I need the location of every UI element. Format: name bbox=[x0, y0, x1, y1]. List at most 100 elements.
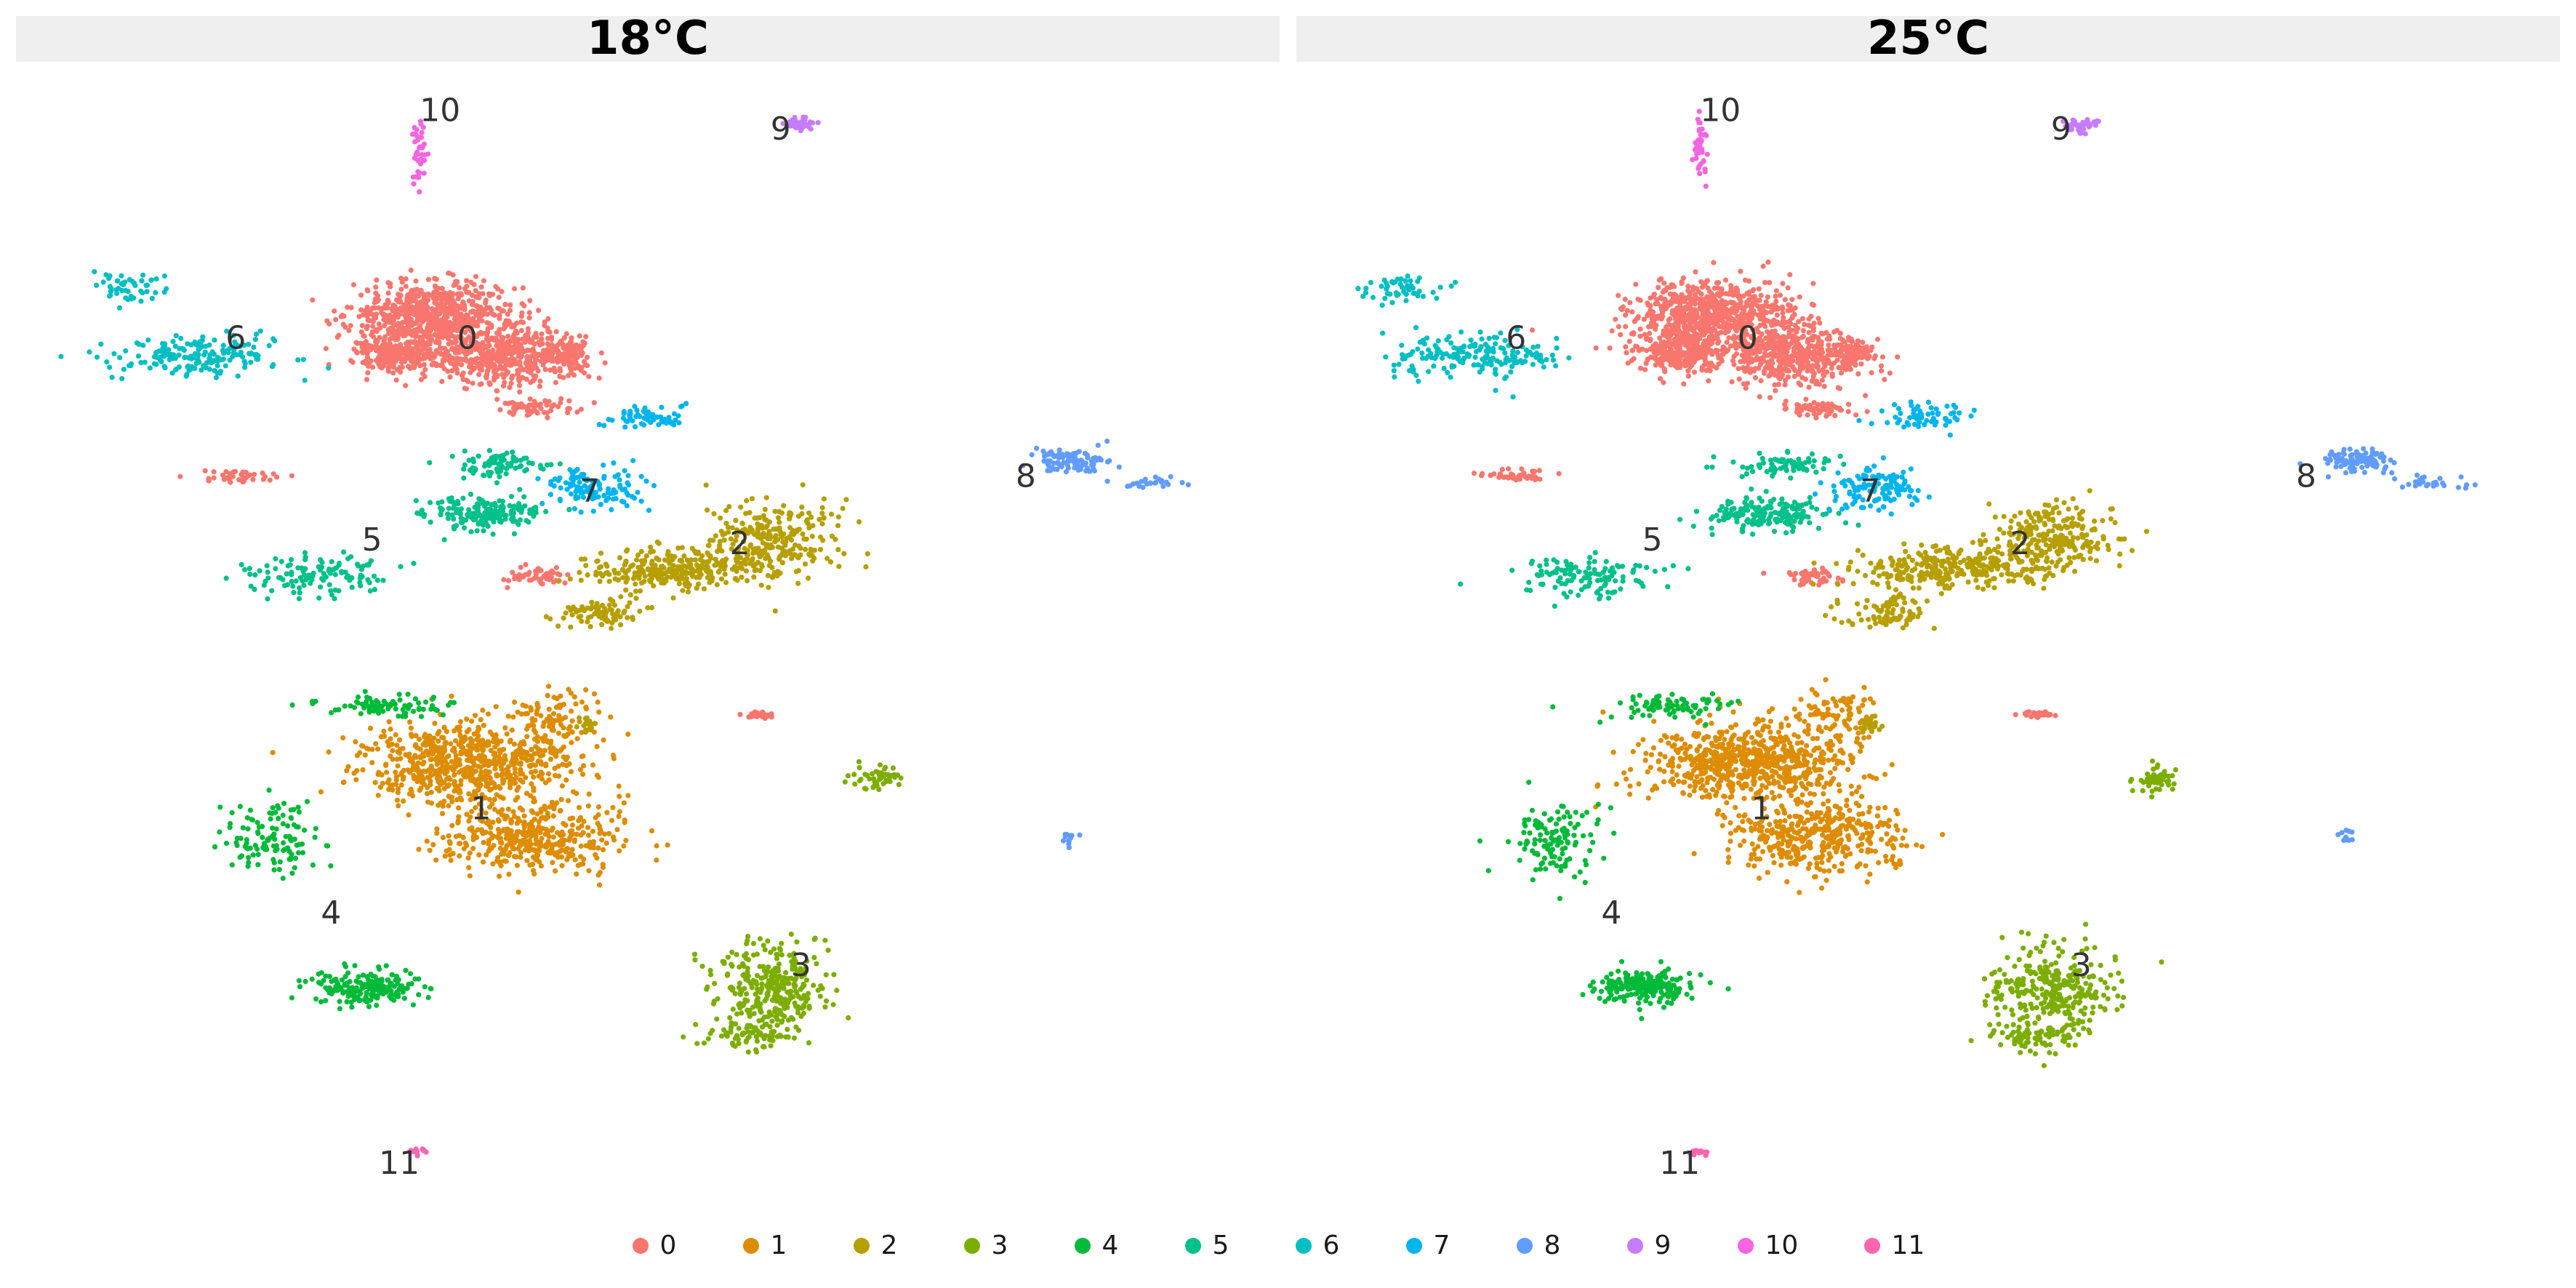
point bbox=[593, 572, 599, 578]
point bbox=[546, 771, 552, 777]
point bbox=[550, 349, 556, 355]
point bbox=[237, 804, 243, 809]
point bbox=[264, 563, 270, 569]
point bbox=[238, 561, 244, 568]
point bbox=[744, 1025, 750, 1031]
point bbox=[550, 813, 556, 819]
point bbox=[462, 448, 468, 454]
point bbox=[529, 762, 536, 768]
point bbox=[413, 732, 419, 739]
panel-strip-18c bbox=[16, 16, 1280, 62]
point bbox=[561, 615, 566, 621]
point bbox=[398, 782, 404, 788]
point bbox=[460, 377, 466, 383]
point bbox=[561, 820, 566, 826]
point bbox=[561, 744, 567, 750]
point bbox=[289, 578, 294, 585]
point bbox=[739, 1031, 746, 1036]
point bbox=[512, 286, 518, 292]
point bbox=[801, 1002, 806, 1008]
point bbox=[388, 281, 393, 287]
point bbox=[754, 998, 760, 1004]
point bbox=[407, 971, 414, 977]
point bbox=[547, 329, 553, 335]
point bbox=[502, 816, 508, 822]
point bbox=[742, 561, 749, 567]
point bbox=[274, 847, 280, 852]
point bbox=[585, 572, 590, 578]
point bbox=[765, 984, 771, 990]
point bbox=[682, 580, 688, 587]
point bbox=[366, 360, 372, 366]
point bbox=[762, 547, 768, 553]
point bbox=[539, 331, 545, 337]
point bbox=[505, 764, 511, 769]
point bbox=[635, 569, 641, 575]
point bbox=[416, 847, 422, 852]
point bbox=[745, 577, 750, 584]
point bbox=[597, 831, 603, 836]
point bbox=[409, 734, 415, 740]
point bbox=[449, 368, 455, 374]
point bbox=[794, 990, 800, 996]
point bbox=[353, 340, 359, 345]
point bbox=[799, 511, 805, 517]
point bbox=[531, 847, 537, 853]
point bbox=[432, 721, 438, 727]
point bbox=[546, 684, 552, 689]
point bbox=[493, 503, 499, 509]
point bbox=[800, 984, 806, 991]
point bbox=[127, 276, 132, 283]
point bbox=[678, 557, 683, 564]
point bbox=[342, 324, 348, 330]
point bbox=[473, 334, 480, 340]
point bbox=[569, 335, 574, 341]
point bbox=[433, 314, 439, 320]
cluster-2-points bbox=[543, 482, 870, 735]
point bbox=[518, 771, 523, 777]
point bbox=[638, 548, 644, 555]
point bbox=[441, 780, 447, 785]
point bbox=[574, 791, 579, 796]
point bbox=[457, 795, 463, 801]
point bbox=[260, 470, 265, 476]
point bbox=[358, 567, 365, 572]
point bbox=[454, 308, 460, 314]
point bbox=[435, 731, 441, 737]
point bbox=[811, 955, 817, 961]
point bbox=[360, 312, 366, 318]
point bbox=[772, 965, 778, 972]
point bbox=[737, 711, 743, 718]
point bbox=[362, 689, 368, 695]
point bbox=[732, 576, 738, 582]
point bbox=[711, 999, 718, 1004]
point bbox=[511, 357, 517, 363]
point bbox=[491, 781, 497, 787]
point bbox=[567, 816, 573, 822]
point bbox=[487, 830, 494, 836]
point bbox=[498, 863, 504, 869]
point bbox=[532, 358, 539, 364]
point bbox=[518, 777, 523, 783]
point bbox=[457, 719, 464, 724]
point bbox=[835, 514, 841, 520]
point bbox=[122, 279, 128, 285]
point bbox=[490, 347, 496, 353]
point bbox=[204, 360, 210, 366]
point bbox=[722, 572, 728, 577]
point bbox=[116, 305, 123, 311]
point bbox=[364, 990, 369, 996]
point bbox=[766, 585, 771, 591]
point bbox=[348, 305, 354, 311]
point bbox=[533, 568, 539, 574]
point bbox=[618, 593, 624, 600]
point bbox=[519, 310, 525, 316]
point bbox=[775, 569, 781, 575]
point bbox=[549, 337, 555, 343]
point bbox=[481, 760, 487, 766]
point bbox=[700, 559, 706, 564]
point bbox=[526, 315, 532, 321]
point bbox=[543, 763, 549, 769]
point bbox=[553, 704, 560, 711]
point bbox=[794, 939, 800, 945]
